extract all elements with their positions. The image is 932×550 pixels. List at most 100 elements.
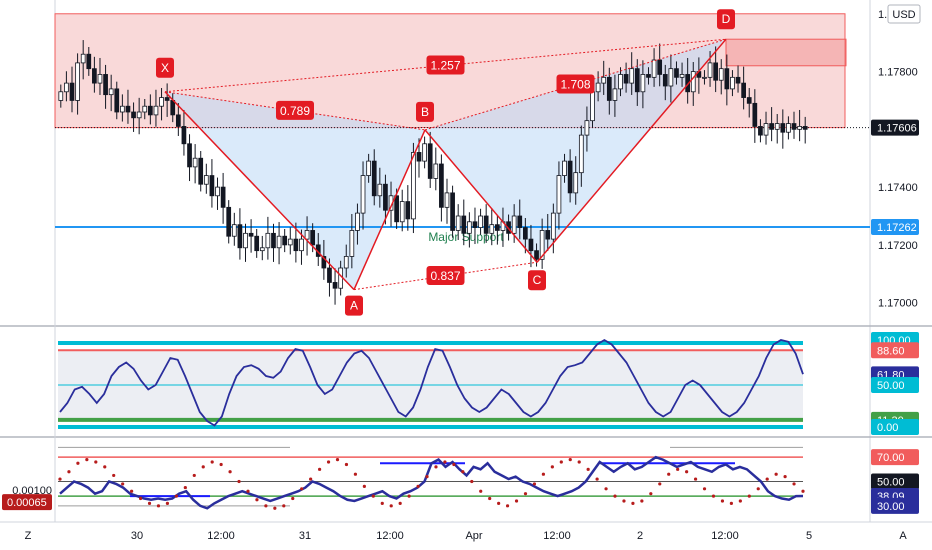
candle-body [349, 230, 355, 257]
rsi-tag: 88.60 [871, 342, 919, 359]
osc-dot [649, 492, 653, 496]
osc-dot [514, 499, 519, 503]
last-price-tag-box [871, 119, 919, 136]
candle-body [271, 232, 276, 249]
support-price-tag-box [871, 218, 919, 235]
currency-badge[interactable]: USD [887, 4, 921, 24]
candle-body [657, 59, 663, 75]
candle-body [175, 114, 181, 127]
osc-dot [738, 499, 742, 503]
candle-body [450, 192, 455, 231]
osc-dot [255, 498, 259, 502]
candle-body [383, 183, 388, 211]
candle-body [69, 82, 75, 101]
candle-body [136, 111, 142, 119]
osc-dot [774, 472, 778, 476]
osc-dot [300, 487, 304, 491]
point-label-c: C [528, 270, 546, 291]
osc-dot [282, 504, 286, 508]
osc-left-box [2, 494, 52, 511]
osc-dot [183, 485, 187, 490]
ratio-text: 1.708 [560, 78, 590, 92]
osc-left-tick: 0.00100 [12, 485, 52, 497]
time-tick: 30 [131, 530, 143, 542]
candle-body [237, 224, 243, 249]
last-price-tag: 1.17606 [871, 119, 919, 136]
rsi-tag: 0.00 [871, 419, 919, 435]
osc-dot [801, 489, 805, 493]
candle-body [304, 230, 310, 240]
rsi-tag-text: 88.60 [877, 345, 905, 357]
candle-body [159, 97, 164, 107]
candle-body [802, 126, 808, 130]
candle-body [411, 152, 416, 220]
osc-dot [228, 470, 232, 474]
osc-dot [425, 475, 429, 479]
candles [58, 40, 808, 305]
candle-body [550, 212, 556, 240]
candle-body [713, 62, 719, 81]
candle-body [662, 74, 668, 87]
osc-dot [497, 501, 501, 505]
price-scale[interactable]: 1.180001.178001.176001.174001.172001.170… [871, 9, 919, 514]
candle-body [86, 53, 92, 70]
candle-body [730, 76, 735, 90]
candle-body [668, 68, 674, 87]
candle-body [80, 53, 86, 64]
osc-dot [577, 460, 581, 464]
support-price-tag-text: 1.17262 [877, 222, 917, 234]
time-tick: 31 [299, 530, 311, 542]
candle-body [707, 62, 713, 78]
price-tick: 1.17200 [878, 240, 918, 252]
ratio-label: 1.257 [426, 55, 465, 75]
candle-body [366, 160, 371, 176]
point-label-d: D [717, 9, 735, 30]
last-price-tag-text: 1.17606 [877, 123, 917, 135]
osc-dot [371, 494, 375, 498]
point-box [345, 295, 363, 316]
rsi-tag: 50.00 [871, 377, 919, 393]
osc-dot [192, 473, 196, 478]
oscillator-pane[interactable] [58, 338, 804, 429]
osc-dot [103, 465, 107, 469]
candle-body [147, 105, 153, 116]
time-tick: 2 [637, 530, 643, 542]
osc-dot [353, 472, 358, 476]
osc-dot [729, 501, 733, 505]
osc-dot [362, 484, 366, 488]
candle-body [679, 74, 685, 78]
candle-body [752, 102, 758, 127]
candle-body [58, 91, 64, 101]
candle-body [282, 235, 288, 246]
candle-body [377, 183, 383, 197]
ratio-box [426, 55, 465, 75]
candle-body [562, 160, 567, 176]
osc-dot [604, 487, 608, 491]
osc-dot [792, 482, 796, 486]
osc-dot [273, 506, 277, 510]
candle-body [433, 163, 439, 179]
rsi-tag-box [871, 377, 919, 393]
scale-mode-auto[interactable]: A [899, 530, 907, 542]
osc-dot [246, 489, 250, 493]
candle-body [489, 224, 495, 234]
osc-dot [452, 462, 456, 467]
candle-body [153, 105, 159, 116]
osc-dot [595, 477, 599, 481]
candle-body [702, 76, 707, 79]
osc-dot [389, 504, 393, 508]
ratio-label: 1.708 [556, 74, 595, 94]
candle-body [276, 235, 282, 249]
rsi-tag-box [871, 342, 919, 359]
osc-dot [685, 470, 689, 474]
pattern-leg [536, 38, 727, 263]
time-axis[interactable]: 30 12:00 31 12:00 Apr 12:00 2 12:00 5 [131, 530, 812, 542]
osc-dot [67, 470, 71, 474]
osc-dot [640, 499, 644, 503]
candle-body [192, 157, 198, 168]
scale-mode-left[interactable]: Z [25, 530, 32, 542]
ratio-label: 0.837 [426, 265, 465, 285]
